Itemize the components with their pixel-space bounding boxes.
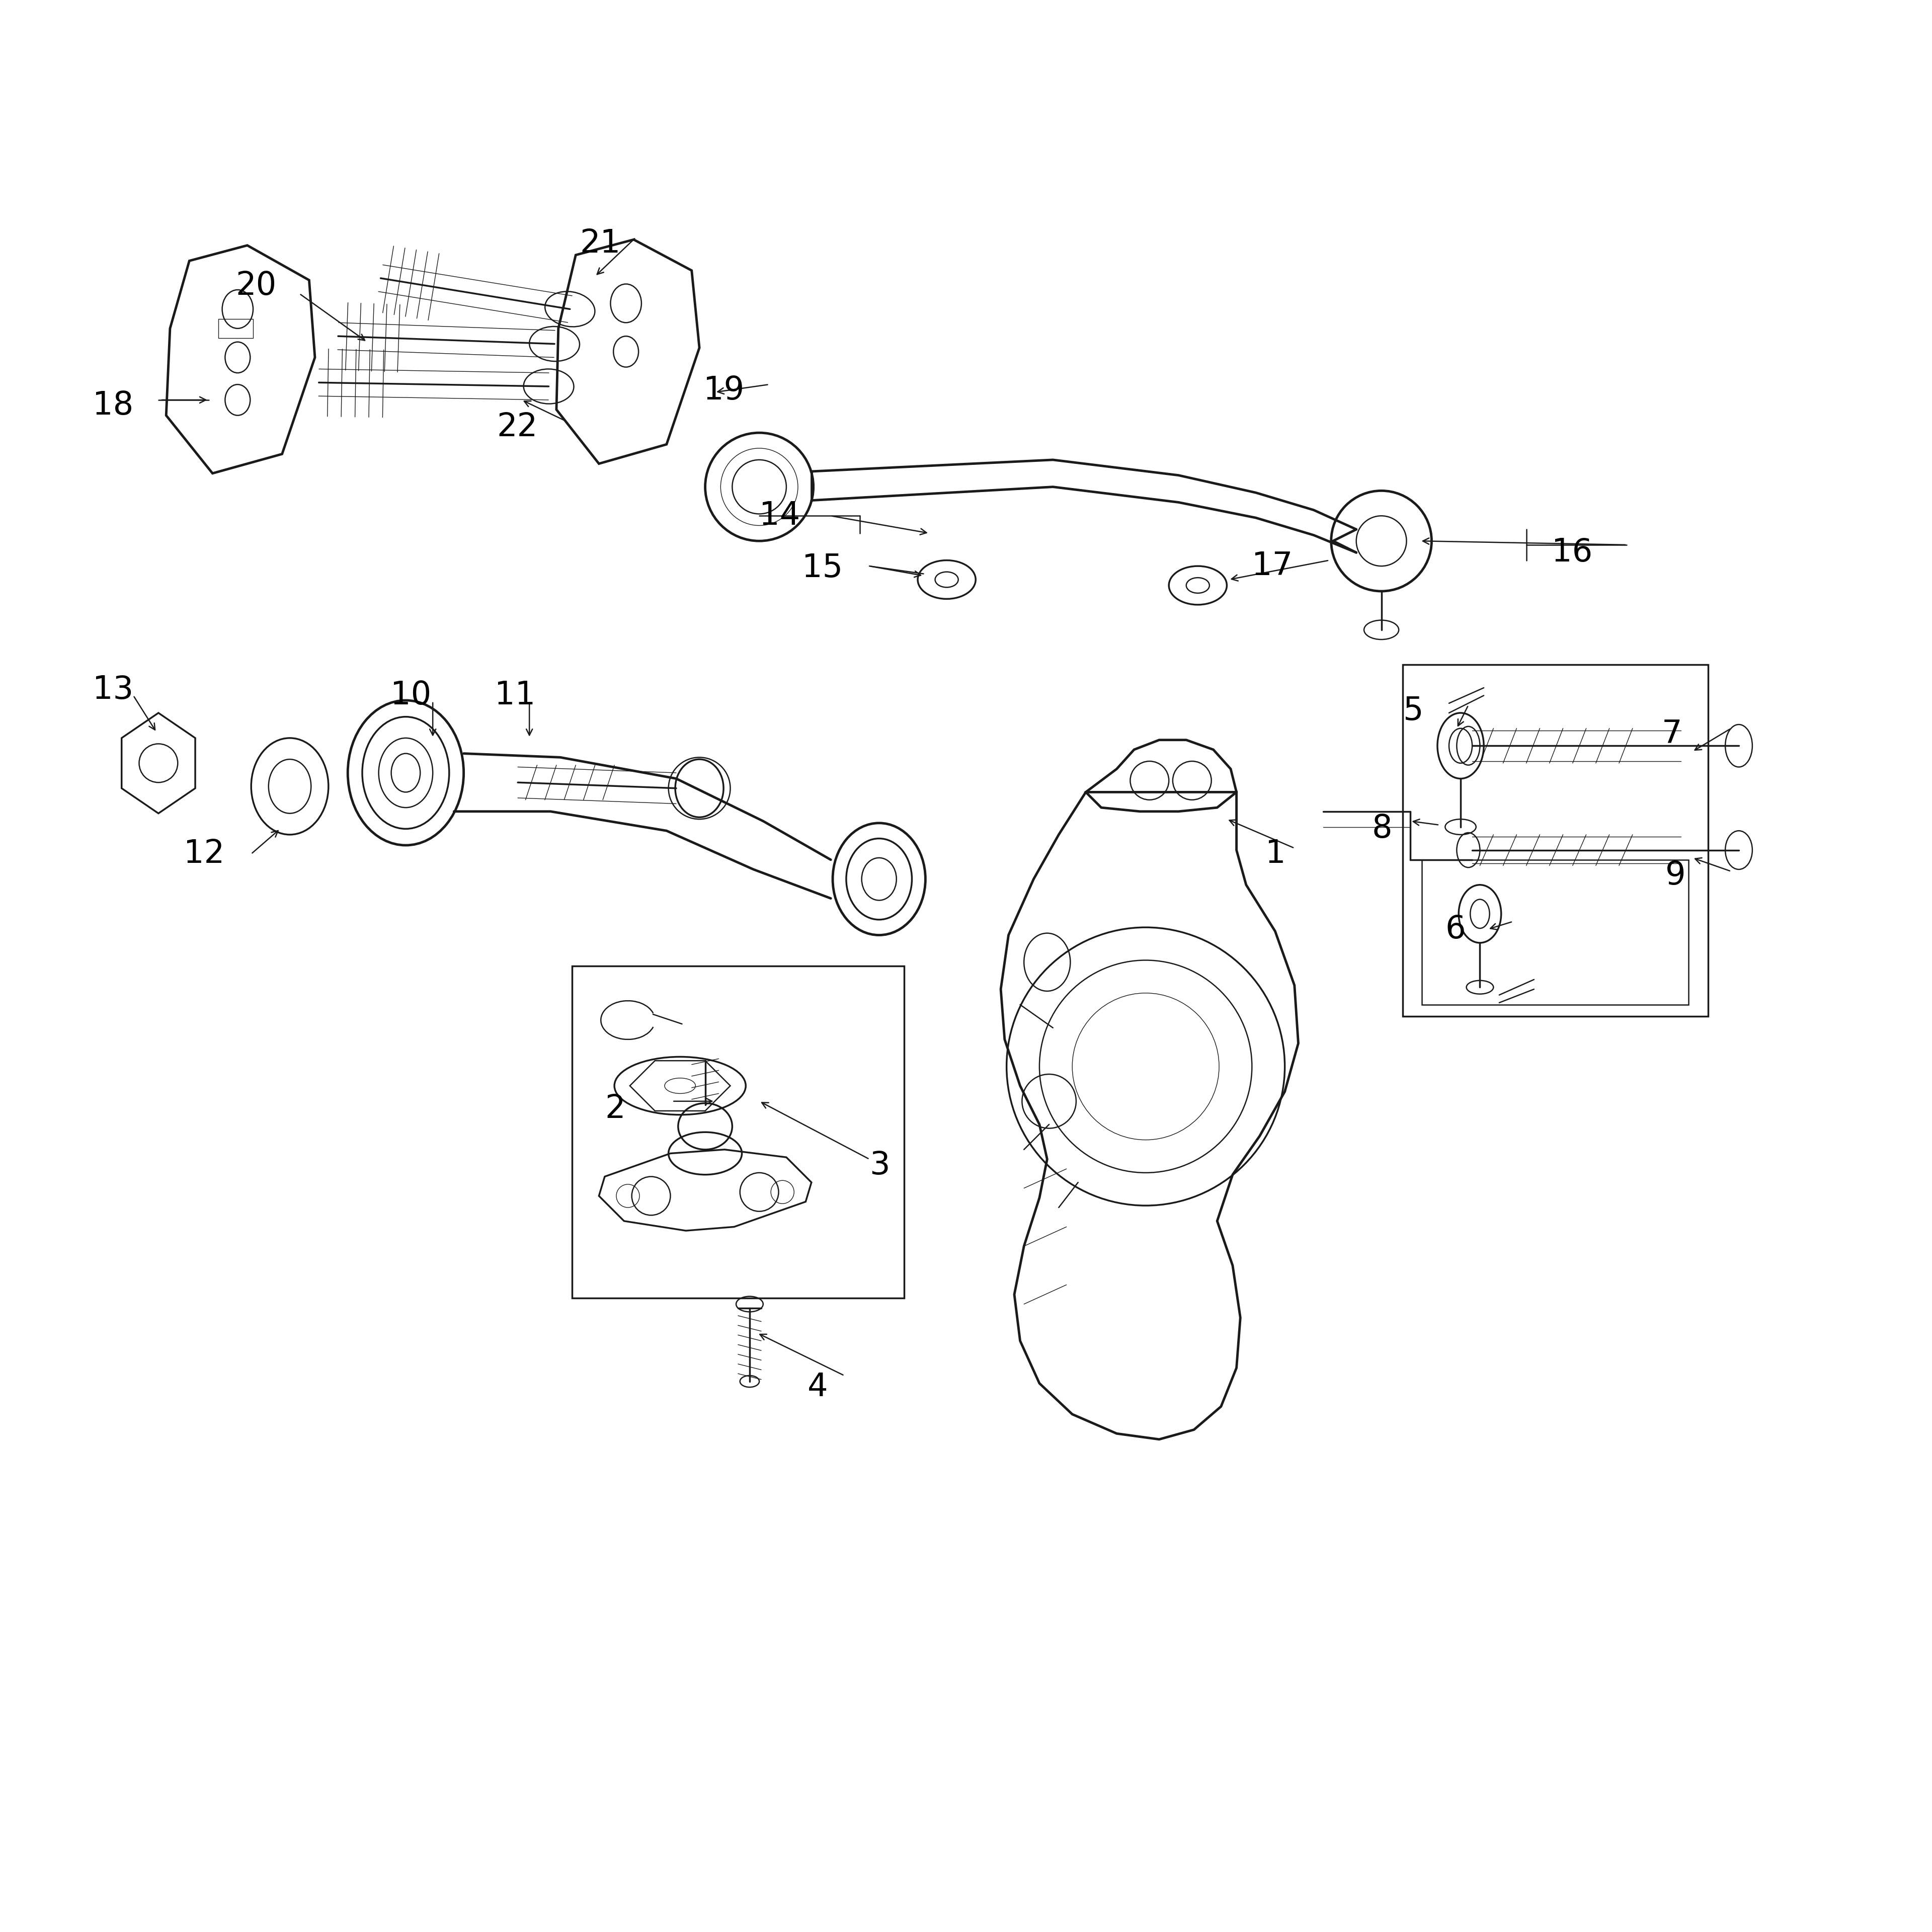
Bar xyxy=(1403,665,1708,1016)
Bar xyxy=(1422,860,1689,1005)
Bar xyxy=(218,319,253,338)
Text: 14: 14 xyxy=(759,500,800,531)
Text: 9: 9 xyxy=(1665,860,1687,891)
Text: 11: 11 xyxy=(495,680,535,711)
Text: 18: 18 xyxy=(93,390,133,421)
Text: 19: 19 xyxy=(703,375,744,406)
Text: 2: 2 xyxy=(605,1094,626,1124)
Text: 7: 7 xyxy=(1662,719,1683,750)
Text: 8: 8 xyxy=(1372,813,1393,844)
Text: 15: 15 xyxy=(802,553,842,583)
Text: 12: 12 xyxy=(184,838,224,869)
Bar xyxy=(572,966,904,1298)
Text: 16: 16 xyxy=(1551,537,1592,568)
Text: 20: 20 xyxy=(236,270,276,301)
Text: 3: 3 xyxy=(869,1150,891,1180)
Text: 6: 6 xyxy=(1445,914,1466,945)
Text: 22: 22 xyxy=(497,412,537,442)
Text: 5: 5 xyxy=(1403,696,1424,726)
Text: 4: 4 xyxy=(808,1372,829,1403)
Text: 13: 13 xyxy=(93,674,133,705)
Text: 1: 1 xyxy=(1265,838,1287,869)
Text: 17: 17 xyxy=(1252,551,1293,582)
Text: 21: 21 xyxy=(580,228,620,259)
Text: 10: 10 xyxy=(390,680,431,711)
